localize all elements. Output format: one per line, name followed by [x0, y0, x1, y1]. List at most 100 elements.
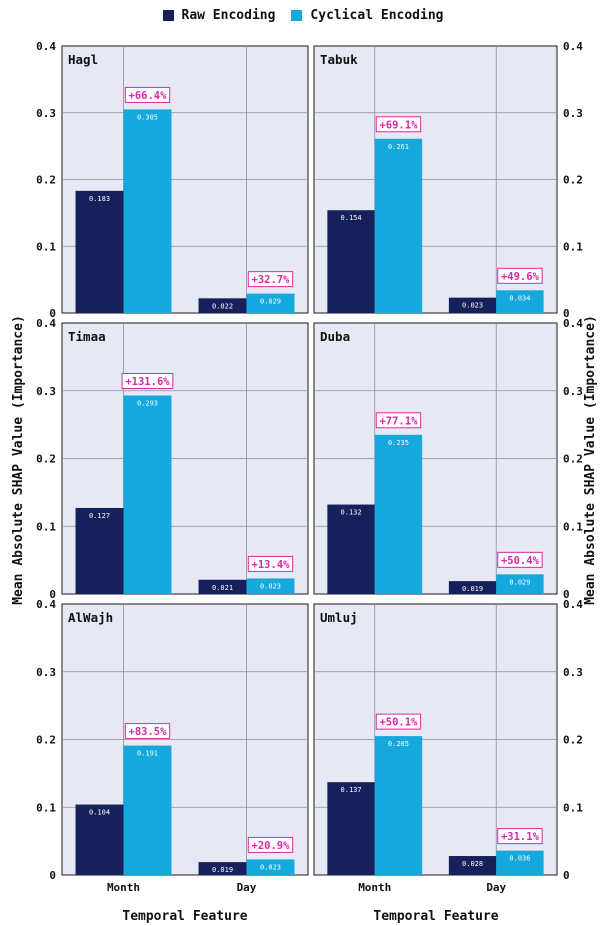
bar-cyclical-day [496, 850, 544, 875]
panel-title: Umluj [320, 610, 358, 625]
legend-item-raw: Raw Encoding [162, 8, 275, 23]
y-tick-label: 0.2 [563, 734, 583, 747]
legend-swatch-cyclical [291, 10, 303, 21]
bar-cyclical-month [374, 434, 423, 594]
y-tick-label: 0.4 [36, 598, 56, 611]
change-annotation: +50.1% [379, 717, 418, 729]
bar-raw-month [327, 782, 375, 875]
bar-value-label: 0.023 [260, 863, 281, 871]
y-tick-label: 0.1 [563, 240, 583, 253]
y-tick-label: 0.1 [563, 520, 583, 533]
bar-value-label: 0.132 [341, 509, 362, 517]
change-annotation: +69.1% [379, 119, 418, 131]
bar-value-label: 0.104 [89, 809, 110, 817]
bar-value-label: 0.019 [212, 866, 233, 874]
y-tick-label: 0.3 [563, 385, 583, 398]
y-tick-label: 0 [563, 869, 570, 882]
bar-value-label: 0.019 [462, 585, 483, 593]
bar-cyclical-day [246, 859, 295, 875]
change-annotation-box [375, 412, 422, 429]
y-axis-title-right: Mean Absolute SHAP Value (Importance) [583, 315, 598, 605]
bar-cyclical-day [246, 293, 295, 313]
bar-value-label: 0.021 [212, 584, 233, 592]
bar-cyclical-day [496, 290, 544, 313]
legend-swatch-raw [162, 10, 174, 21]
y-tick-label: 0.3 [36, 107, 56, 120]
change-annotation: +20.9% [252, 840, 291, 852]
y-tick-label: 0.2 [563, 174, 583, 187]
bar-raw-day [448, 856, 497, 875]
x-tick-label: Month [107, 881, 140, 894]
bar-value-label: 0.028 [462, 860, 483, 868]
y-tick-label: 0.3 [36, 385, 56, 398]
legend: Raw Encoding Cyclical Encoding [0, 8, 606, 23]
change-annotation-box [497, 267, 543, 284]
y-tick-label: 0.2 [36, 453, 56, 466]
bar-raw-day [448, 297, 497, 313]
change-annotation: +77.1% [379, 415, 418, 427]
y-tick-label: 0.3 [36, 666, 56, 679]
y-tick-label: 0.2 [563, 453, 583, 466]
change-annotation-box [375, 116, 422, 133]
bar-value-label: 0.235 [388, 439, 409, 447]
y-tick-label: 0.2 [36, 734, 56, 747]
change-annotation-box [247, 836, 294, 853]
bar-value-label: 0.029 [260, 298, 281, 306]
bar-cyclical-month [374, 736, 423, 875]
y-tick-label: 0 [49, 869, 56, 882]
bar-cyclical-day [496, 574, 544, 594]
bar-value-label: 0.029 [509, 578, 530, 586]
y-tick-label: 0.4 [563, 317, 583, 330]
y-tick-label: 0.1 [36, 801, 56, 814]
bar-cyclical-month [123, 395, 172, 594]
bar-raw-month [75, 507, 124, 594]
x-tick-label: Day [237, 881, 257, 894]
bar-value-label: 0.034 [509, 294, 530, 302]
panel-title: AlWajh [68, 610, 113, 625]
y-tick-label: 0.1 [36, 240, 56, 253]
bar-value-label: 0.305 [137, 113, 158, 121]
bar-value-label: 0.261 [388, 143, 409, 151]
change-annotation: +49.6% [501, 271, 540, 283]
change-annotation: +50.4% [501, 555, 540, 567]
bar-value-label: 0.137 [341, 786, 362, 794]
change-annotation-box [247, 555, 294, 572]
bar-raw-month [327, 210, 375, 313]
bar-value-label: 0.154 [341, 214, 362, 222]
bar-cyclical-month [374, 138, 423, 313]
bar-value-label: 0.183 [89, 195, 110, 203]
legend-item-cyclical: Cyclical Encoding [291, 8, 443, 23]
y-tick-label: 0.4 [36, 40, 56, 53]
change-annotation: +31.1% [501, 831, 540, 843]
y-tick-label: 0 [49, 588, 56, 601]
bar-cyclical-month [123, 745, 172, 875]
bar-raw-month [327, 504, 375, 594]
bar-raw-month [75, 804, 124, 875]
y-tick-label: 0 [49, 307, 56, 320]
change-annotation: +83.5% [129, 726, 168, 738]
x-tick-label: Day [486, 881, 506, 894]
change-annotation-box [375, 713, 422, 730]
y-tick-label: 0 [563, 588, 570, 601]
bar-value-label: 0.293 [137, 399, 158, 407]
change-annotation-box [124, 86, 171, 103]
y-tick-label: 0 [563, 307, 570, 320]
change-annotation-box [124, 723, 171, 740]
change-annotation: +32.7% [252, 274, 291, 286]
bar-value-label: 0.036 [509, 855, 530, 863]
x-axis-title-left: Temporal Feature [122, 909, 247, 924]
change-annotation-box [121, 372, 174, 389]
bar-value-label: 0.205 [388, 740, 409, 748]
y-tick-label: 0.4 [563, 598, 583, 611]
y-tick-label: 0.1 [36, 520, 56, 533]
bar-cyclical-month [123, 109, 172, 313]
y-axis-title-left: Mean Absolute SHAP Value (Importance) [11, 315, 26, 605]
y-tick-label: 0.3 [563, 666, 583, 679]
bar-value-label: 0.127 [89, 512, 110, 520]
change-annotation: +66.4% [129, 90, 168, 102]
bar-value-label: 0.191 [137, 750, 158, 758]
bar-raw-month [75, 190, 124, 313]
bar-raw-day [198, 862, 247, 875]
change-annotation: +131.6% [125, 376, 170, 388]
